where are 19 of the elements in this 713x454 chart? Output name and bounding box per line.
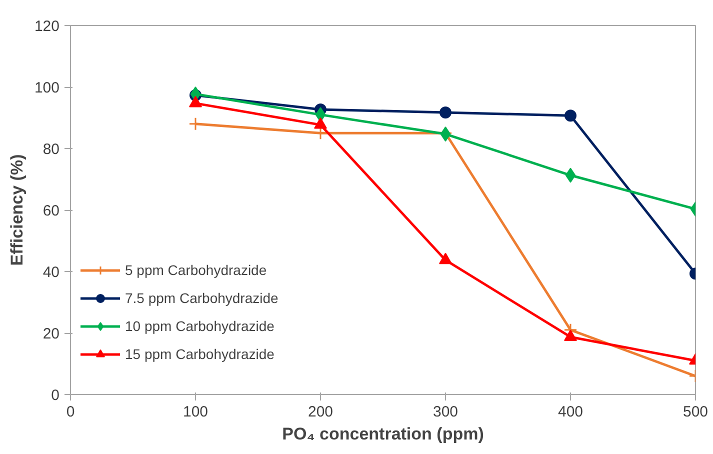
legend-label: 15 ppm Carbohydrazide <box>125 346 274 362</box>
x-tick-label: 200 <box>308 404 334 420</box>
x-tick-label: 0 <box>66 404 75 420</box>
y-axis-title: Efficiency (%) <box>7 154 26 266</box>
legend-label: 10 ppm Carbohydrazide <box>125 318 274 334</box>
y-tick-label: 120 <box>34 18 60 35</box>
legend-label: 7.5 ppm Carbohydrazide <box>125 290 278 306</box>
x-tick-label: 100 <box>182 404 208 420</box>
y-tick-label: 20 <box>42 326 60 342</box>
x-tick-label: 500 <box>682 404 708 420</box>
y-tick-label: 0 <box>51 387 60 404</box>
y-tick-label: 40 <box>42 264 60 281</box>
legend-label: 5 ppm Carbohydrazide <box>125 262 267 278</box>
x-axis-title: PO₄ concentration (ppm) <box>282 424 484 444</box>
y-tick-label: 80 <box>42 141 60 158</box>
y-tick-label: 100 <box>34 80 60 96</box>
x-tick-label: 300 <box>432 404 458 420</box>
x-tick-label: 400 <box>558 404 584 420</box>
y-tick-label: 60 <box>42 202 60 220</box>
